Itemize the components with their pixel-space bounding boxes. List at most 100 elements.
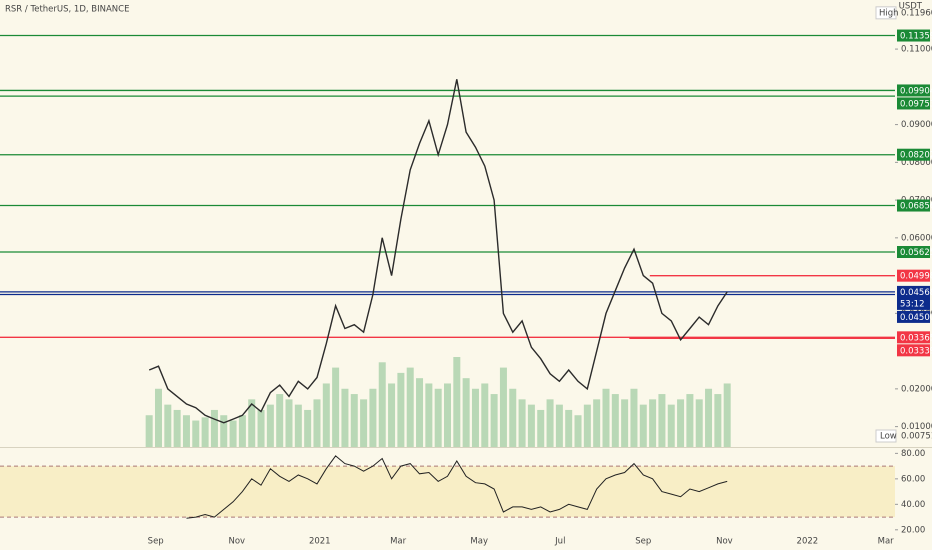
chart-title: RSR / TetherUS, 1D, BINANCE: [5, 5, 129, 15]
x-tick-label: Jul: [554, 537, 565, 547]
volume-bar: [574, 415, 582, 447]
volume-bar: [499, 367, 507, 447]
price-label-box: [897, 331, 930, 344]
x-tick-label: Sep: [148, 537, 164, 547]
low-box: [875, 429, 897, 443]
price-label-box: [897, 97, 930, 110]
volume-bar: [658, 394, 666, 447]
price-label: 0.03365: [900, 333, 932, 343]
countdown: 53:12: [900, 299, 925, 309]
volume-bar: [537, 409, 545, 447]
volume-bar: [677, 399, 685, 447]
price-label-box: [897, 199, 930, 212]
volume-bar: [332, 367, 340, 447]
volume-bar: [388, 383, 396, 447]
volume-bar: [276, 394, 284, 447]
volume-bar: [527, 404, 535, 447]
x-tick-label: Sep: [635, 537, 651, 547]
volume-bar: [546, 399, 554, 447]
price-label: 0.05625: [900, 248, 932, 258]
volume-bar: [686, 394, 694, 447]
volume-bar: [471, 388, 479, 447]
price-label: 0.04998: [900, 272, 932, 282]
volume-bar: [341, 388, 349, 447]
x-tick-label: Mar: [390, 537, 407, 547]
price-label: 0.08202: [900, 151, 932, 161]
volume-bar: [322, 383, 330, 447]
x-tick-label: Nov: [716, 537, 733, 547]
volume-bar: [425, 383, 433, 447]
volume-bar: [164, 404, 172, 447]
volume-bar: [416, 378, 424, 447]
volume-bar: [154, 388, 162, 447]
volume-bar: [490, 394, 498, 447]
volume-bar: [304, 409, 312, 447]
price-label: 0.09753: [900, 99, 932, 109]
high-box: [875, 6, 897, 20]
volume-bar: [369, 388, 377, 447]
price-line: [148, 79, 728, 424]
volume-bar: [667, 404, 675, 447]
volume-bar: [182, 415, 190, 447]
volume-bar: [397, 372, 405, 447]
price-label-box: [897, 310, 930, 323]
volume-bar: [649, 399, 657, 447]
rsi-band: [0, 466, 895, 518]
volume-bar: [434, 388, 442, 447]
low-name: Low: [880, 432, 897, 442]
volume-bar: [565, 409, 573, 447]
high-value: 0.11960: [901, 8, 932, 18]
volume-bar: [723, 383, 731, 447]
volume-bar: [285, 399, 293, 447]
volume-bar: [257, 409, 265, 447]
volume-bar: [145, 415, 153, 447]
volume-bar: [406, 367, 414, 447]
price-label-box: [897, 148, 930, 161]
volume-bar: [555, 404, 563, 447]
volume-bar: [453, 357, 461, 447]
volume-bar: [294, 404, 302, 447]
price-label: 0.06856: [900, 202, 932, 212]
price-label-box: [897, 29, 930, 42]
volume-bar: [248, 399, 256, 447]
y-tick-label: 60.00: [901, 474, 925, 484]
volume-bar: [714, 394, 722, 447]
volume-bar: [378, 362, 386, 447]
volume-bar: [201, 417, 209, 447]
price-label-box: [897, 344, 930, 357]
volume-bar: [360, 399, 368, 447]
price-label-box: [897, 269, 930, 282]
volume-bar: [266, 404, 274, 447]
price-label-box: [897, 246, 930, 259]
volume-bar: [210, 409, 218, 447]
price-label: 0.04568: [900, 288, 932, 298]
y-tick-label: 80.00: [901, 449, 925, 459]
x-tick-label: Mar: [878, 537, 895, 547]
price-label: 0.04500: [900, 313, 932, 323]
volume-bar: [509, 388, 517, 447]
volume-bar: [229, 420, 237, 447]
volume-bar: [602, 388, 610, 447]
volume-bar: [695, 399, 703, 447]
y-tick-label: 40.00: [901, 500, 925, 510]
volume-bar: [220, 415, 228, 447]
high-name: High: [879, 8, 899, 18]
price-label-box: [897, 285, 930, 310]
x-tick-label: 2021: [309, 537, 331, 547]
volume-bar: [630, 388, 638, 447]
currency: USDT: [899, 2, 923, 12]
y-tick-label: 0.01000: [901, 422, 932, 432]
rsi-line: [186, 455, 728, 519]
volume-bar: [518, 399, 526, 447]
volume-bar: [238, 415, 246, 447]
price-label: 0.11359: [900, 32, 932, 42]
volume-bar: [639, 404, 647, 447]
y-tick-label: 20.00: [901, 525, 925, 535]
volume-bar: [611, 394, 619, 447]
volume-bar: [173, 409, 181, 447]
